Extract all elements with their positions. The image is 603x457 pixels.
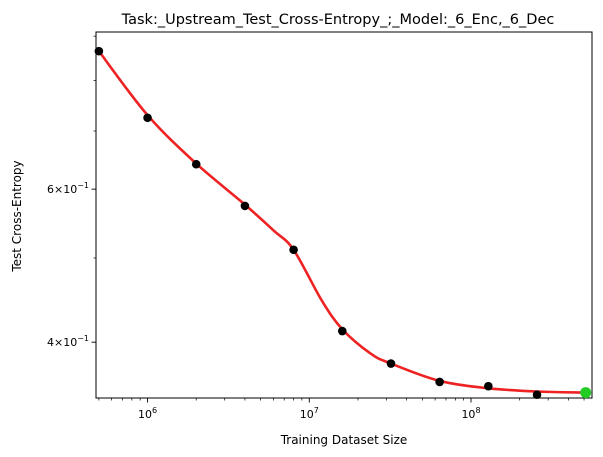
data-point [386,359,396,368]
data-point [191,159,201,169]
x-axis: 106 107 108 [98,398,585,421]
x-tick-label: 106 [138,406,157,421]
y-tick-label: 6×10−1 [47,181,89,196]
highlight-point [580,387,592,399]
data-point [94,46,104,56]
y-axis-label: Test Cross-Entropy [10,160,24,272]
x-tick-label: 108 [461,406,480,421]
data-point [289,245,298,255]
y-tick-label: 4×10−1 [47,334,89,349]
data-point [143,113,152,123]
plot-frame [95,31,593,399]
data-points-layer [94,46,592,400]
x-tick-label: 107 [300,406,319,421]
plot-area [95,31,593,399]
fit-line [97,50,586,394]
data-point [484,381,493,391]
y-axis: 6×10−1 4×10−1 [47,35,96,349]
chart-title: Task:_Upstream_Test_Cross-Entropy_;_Mode… [121,12,555,28]
fit-line-layer [97,50,586,394]
data-point [240,201,250,211]
x-axis-label: Training Dataset Size [280,433,408,447]
data-point [337,326,347,336]
data-point [435,377,444,387]
data-point [532,390,542,400]
